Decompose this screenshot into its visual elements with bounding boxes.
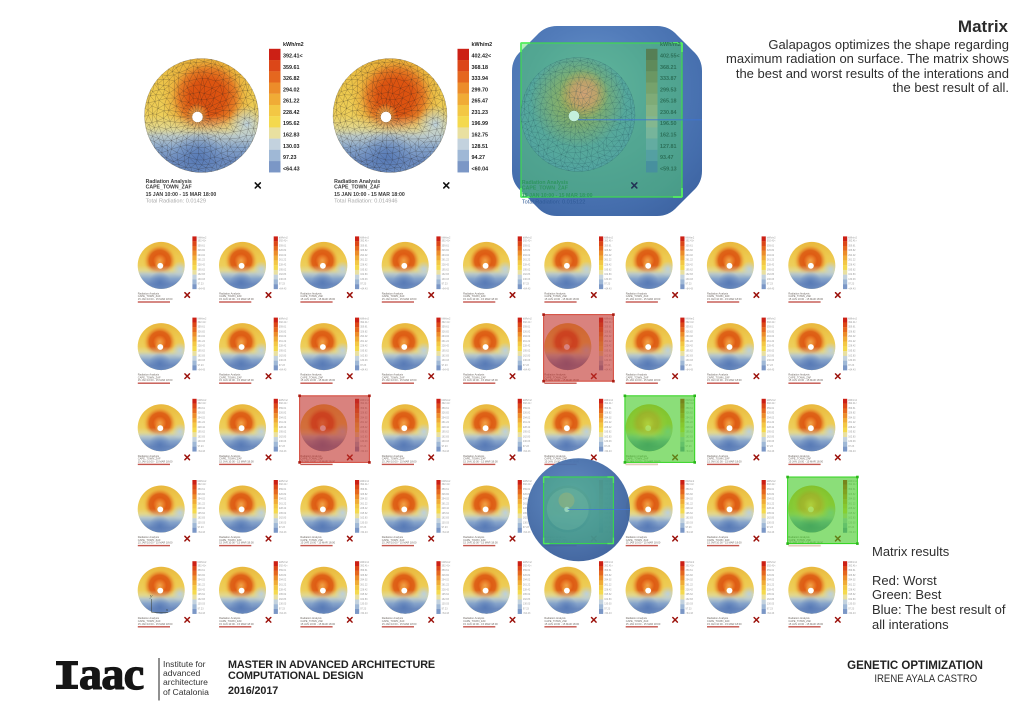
svg-text:196.99: 196.99: [472, 121, 489, 127]
svg-text:Radiation Analysis: Radiation Analysis: [334, 179, 380, 185]
svg-text:aac: aac: [79, 648, 144, 699]
svg-text:162.75: 162.75: [472, 132, 489, 138]
svg-text:294.02: 294.02: [283, 87, 300, 93]
svg-text:265.18: 265.18: [660, 99, 677, 105]
svg-text:Total Radiation: 0.015122: Total Radiation: 0.015122: [522, 200, 585, 206]
svg-text:130.03: 130.03: [283, 144, 300, 150]
svg-text:402.55<: 402.55<: [660, 54, 680, 60]
svg-text:CAPE_TOWN_ZAF: CAPE_TOWN_ZAF: [146, 185, 192, 191]
svg-text:299.70: 299.70: [472, 87, 489, 93]
svg-text:261.22: 261.22: [283, 99, 300, 105]
svg-text:15 JAN 10:00 - 15 MAR 18:00: 15 JAN 10:00 - 15 MAR 18:00: [334, 192, 405, 198]
svg-text:CAPE_TOWN_ZAF: CAPE_TOWN_ZAF: [522, 186, 568, 192]
svg-text:333.87: 333.87: [660, 76, 677, 82]
svg-text:<59.13: <59.13: [660, 166, 677, 172]
svg-text:265.47: 265.47: [472, 99, 489, 105]
svg-text:195.62: 195.62: [283, 121, 300, 127]
svg-text:CAPE_TOWN_ZAF: CAPE_TOWN_ZAF: [334, 185, 380, 191]
svg-text:Total Radiation: 0.01429: Total Radiation: 0.01429: [146, 199, 206, 205]
svg-text:368.18: 368.18: [472, 65, 489, 71]
svg-text:Total Radiation: 0.014946: Total Radiation: 0.014946: [334, 199, 397, 205]
svg-text:333.94: 333.94: [472, 76, 489, 82]
svg-text:368.21: 368.21: [660, 65, 677, 71]
svg-text:15 JAN 10:00 - 15 MAR 18:00: 15 JAN 10:00 - 15 MAR 18:00: [146, 192, 217, 198]
svg-text:228.42: 228.42: [283, 110, 300, 116]
svg-text:162.83: 162.83: [283, 132, 300, 138]
svg-text:kWh/m2: kWh/m2: [472, 42, 493, 48]
svg-text:127.81: 127.81: [660, 144, 677, 150]
svg-text:359.61: 359.61: [283, 65, 300, 71]
svg-text:Radiation Analysis: Radiation Analysis: [522, 180, 568, 186]
svg-text:15 JAN 10:00 - 15 MAR 18:00: 15 JAN 10:00 - 15 MAR 18:00: [522, 193, 593, 199]
svg-text:326.82: 326.82: [283, 76, 300, 82]
svg-text:392.41<: 392.41<: [283, 54, 303, 60]
svg-text:162.15: 162.15: [660, 132, 677, 138]
svg-text:kWh/m2: kWh/m2: [283, 42, 304, 48]
svg-text:94.27: 94.27: [472, 155, 486, 161]
svg-text:93.47: 93.47: [660, 155, 674, 161]
svg-text:97.23: 97.23: [283, 155, 297, 161]
svg-text:299.53: 299.53: [660, 87, 677, 93]
svg-text:230.84: 230.84: [660, 110, 677, 116]
svg-text:231.23: 231.23: [472, 110, 489, 116]
svg-text:<64.43: <64.43: [283, 166, 300, 172]
svg-text:402.42<: 402.42<: [472, 54, 492, 60]
svg-text:Radiation Analysis: Radiation Analysis: [146, 179, 192, 185]
svg-text:196.50: 196.50: [660, 121, 677, 127]
svg-text:<60.04: <60.04: [472, 166, 489, 172]
svg-text:128.51: 128.51: [472, 144, 489, 150]
svg-text:x: x: [165, 607, 168, 612]
svg-text:kWh/m2: kWh/m2: [660, 42, 681, 48]
svg-text:y: y: [149, 594, 153, 600]
